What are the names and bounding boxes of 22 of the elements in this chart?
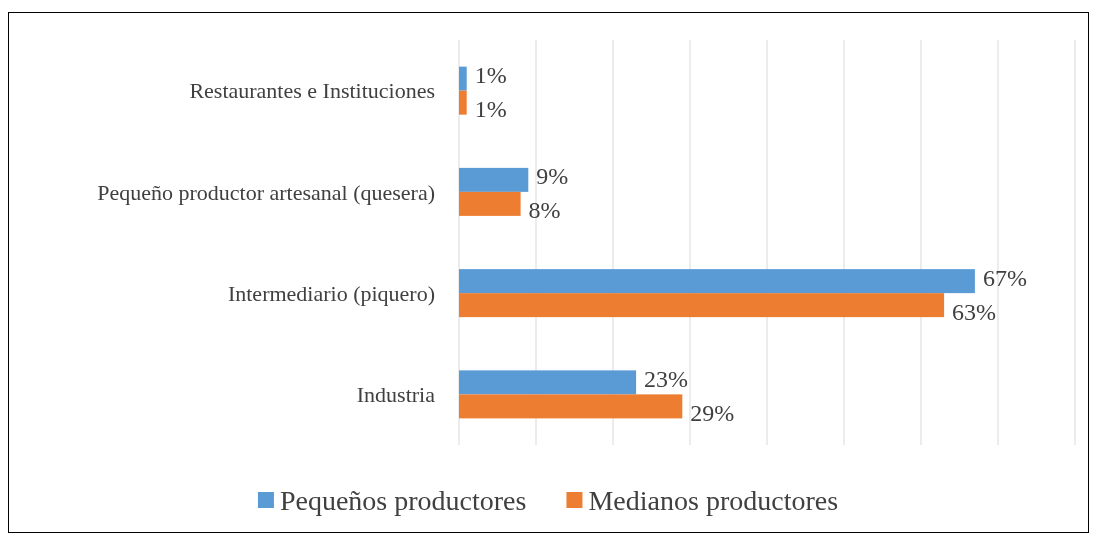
y-tick-label: Pequeño productor artesanal (quesera) [97,179,435,205]
data-label: 1% [474,62,507,89]
data-label: 67% [982,264,1027,291]
data-label: 63% [952,298,997,325]
data-label: 8% [528,197,561,224]
data-label: 9% [536,163,569,190]
bar [459,370,637,395]
bar [459,293,945,318]
data-label: 23% [644,365,689,392]
data-label: 1% [474,96,507,123]
bar [459,394,683,419]
bar [459,90,467,115]
data-label: 29% [690,399,735,426]
bar [459,66,467,91]
bar [459,269,975,294]
bar [459,167,529,192]
legend-label: Medianos productores [588,484,839,516]
y-tick-label: Industria [356,382,436,408]
y-tick-label: Intermediario (piquero) [227,280,435,306]
legend-label: Pequeños productores [279,484,527,516]
bar [459,191,521,216]
y-tick-label: Restaurantes e Instituciones [189,78,435,104]
